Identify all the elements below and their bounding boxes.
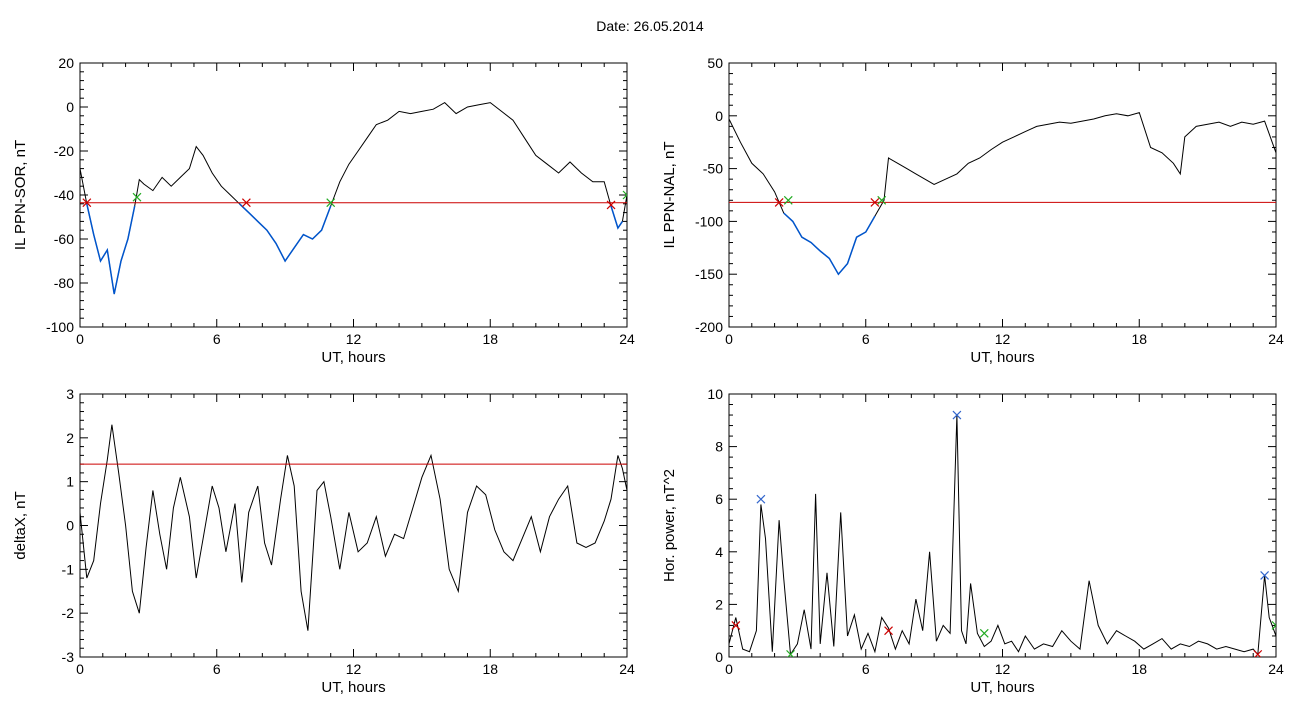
below-threshold-segment bbox=[610, 205, 624, 230]
plot-area bbox=[729, 111, 1276, 276]
chart-title: Date: 26.05.2014 bbox=[596, 18, 704, 34]
plot-panel-1: 0 6 12 18 24 20 0 -20 -40 -60 -80 -100 UT, hours IL P… bbox=[12, 55, 635, 366]
plot-panel-3: 0 6 12 18 24 3 2 1 0 -1 -2 -3 UT, hours deltaX, nT bbox=[12, 386, 635, 696]
below-threshold-segment bbox=[86, 203, 136, 295]
y-tick-label: -100 bbox=[695, 213, 723, 229]
y-tick-label: -100 bbox=[46, 319, 74, 335]
below-threshold-segment bbox=[238, 203, 332, 263]
y-tick-label: 0 bbox=[66, 518, 74, 534]
y-tick-label: -20 bbox=[54, 143, 74, 159]
x-tick-label: 24 bbox=[619, 331, 635, 347]
marker-red bbox=[774, 197, 784, 207]
x-axis-label: UT, hours bbox=[970, 679, 1034, 696]
x-tick-label: 24 bbox=[1268, 331, 1284, 347]
marker-red bbox=[606, 200, 616, 210]
series-line bbox=[80, 424, 627, 631]
marker-green bbox=[622, 190, 627, 200]
series-line bbox=[729, 414, 1276, 656]
axes-frame bbox=[728, 393, 1277, 658]
y-tick-label: 8 bbox=[715, 439, 723, 455]
plot-panel-4: 0 6 12 18 24 10 8 6 4 2 0 UT, hours Hor. power, nT^2 bbox=[661, 386, 1284, 696]
y-tick-label: -50 bbox=[703, 161, 723, 177]
x-tick-label: 18 bbox=[482, 331, 498, 347]
y-tick-label: 50 bbox=[707, 55, 723, 71]
marker-red bbox=[241, 198, 251, 208]
y-tick-label: -150 bbox=[695, 266, 723, 282]
y-tick-label: 3 bbox=[66, 386, 74, 402]
x-tick-label: 0 bbox=[76, 661, 84, 677]
marker-green bbox=[877, 195, 887, 205]
y-axis-label: IL PPN-SOR, nT bbox=[12, 140, 29, 250]
y-tick-label: 2 bbox=[715, 596, 723, 612]
x-tick-label: 12 bbox=[995, 661, 1011, 677]
marker-red bbox=[82, 198, 92, 208]
marker-green bbox=[1271, 621, 1276, 630]
marker-green bbox=[132, 192, 142, 202]
y-tick-label: 0 bbox=[66, 99, 74, 115]
y-tick-label: 1 bbox=[66, 474, 74, 490]
axes-frame bbox=[79, 393, 628, 658]
axes-frame bbox=[728, 62, 1277, 328]
y-axis-label: IL PPN-NAL, nT bbox=[661, 142, 678, 249]
marker-green bbox=[979, 628, 989, 638]
y-tick-label: -3 bbox=[62, 649, 75, 665]
y-tick-label: -40 bbox=[54, 187, 74, 203]
y-axis-label: Hor. power, nT^2 bbox=[661, 469, 678, 582]
y-tick-label: 6 bbox=[715, 491, 723, 507]
y-tick-label: -60 bbox=[54, 231, 74, 247]
marker-red bbox=[884, 626, 893, 636]
marker-green bbox=[783, 195, 793, 205]
x-tick-label: 18 bbox=[1131, 661, 1147, 677]
x-tick-label: 12 bbox=[346, 661, 362, 677]
x-axis-label: UT, hours bbox=[321, 349, 385, 366]
x-tick-label: 0 bbox=[76, 331, 84, 347]
x-tick-label: 6 bbox=[862, 661, 870, 677]
x-tick-label: 6 bbox=[213, 331, 221, 347]
y-tick-label: -2 bbox=[62, 605, 75, 621]
x-tick-label: 12 bbox=[995, 331, 1011, 347]
axes-frame bbox=[79, 62, 628, 328]
plot-area bbox=[729, 410, 1276, 657]
x-tick-label: 6 bbox=[213, 661, 221, 677]
x-tick-label: 6 bbox=[862, 331, 870, 347]
y-tick-label: -200 bbox=[695, 319, 723, 335]
x-axis-label: UT, hours bbox=[970, 349, 1034, 366]
below-threshold-segment bbox=[783, 212, 876, 276]
x-tick-label: 0 bbox=[725, 331, 733, 347]
marker-red bbox=[870, 197, 880, 207]
marker-blue bbox=[756, 494, 766, 504]
marker-green bbox=[326, 198, 336, 208]
y-tick-label: 4 bbox=[715, 544, 723, 560]
x-tick-label: 0 bbox=[725, 661, 733, 677]
plot-area bbox=[80, 101, 627, 295]
series-line bbox=[80, 101, 627, 295]
y-tick-label: 10 bbox=[707, 386, 723, 402]
x-tick-label: 24 bbox=[619, 661, 635, 677]
x-axis-label: UT, hours bbox=[321, 679, 385, 696]
x-tick-label: 12 bbox=[346, 331, 362, 347]
plot-area bbox=[80, 424, 627, 631]
marker-blue bbox=[1260, 571, 1270, 580]
marker-red bbox=[1253, 649, 1263, 657]
y-tick-label: 0 bbox=[715, 108, 723, 124]
marker-red bbox=[731, 621, 741, 630]
y-tick-label: -80 bbox=[54, 275, 74, 291]
series-line bbox=[729, 111, 1276, 276]
marker-green bbox=[786, 649, 795, 657]
y-axis-label: deltaX, nT bbox=[12, 491, 29, 559]
marker-blue bbox=[952, 410, 962, 420]
y-tick-label: 2 bbox=[66, 430, 74, 446]
x-tick-label: 24 bbox=[1268, 661, 1284, 677]
y-tick-label: 0 bbox=[715, 649, 723, 665]
y-tick-label: -1 bbox=[62, 561, 75, 577]
plot-panel-2: 0 6 12 18 24 50 0 -50 -100 -150 -200 UT, hours IL PP… bbox=[661, 55, 1284, 366]
x-tick-label: 18 bbox=[1131, 331, 1147, 347]
y-tick-label: 20 bbox=[58, 55, 74, 71]
x-tick-label: 18 bbox=[482, 661, 498, 677]
